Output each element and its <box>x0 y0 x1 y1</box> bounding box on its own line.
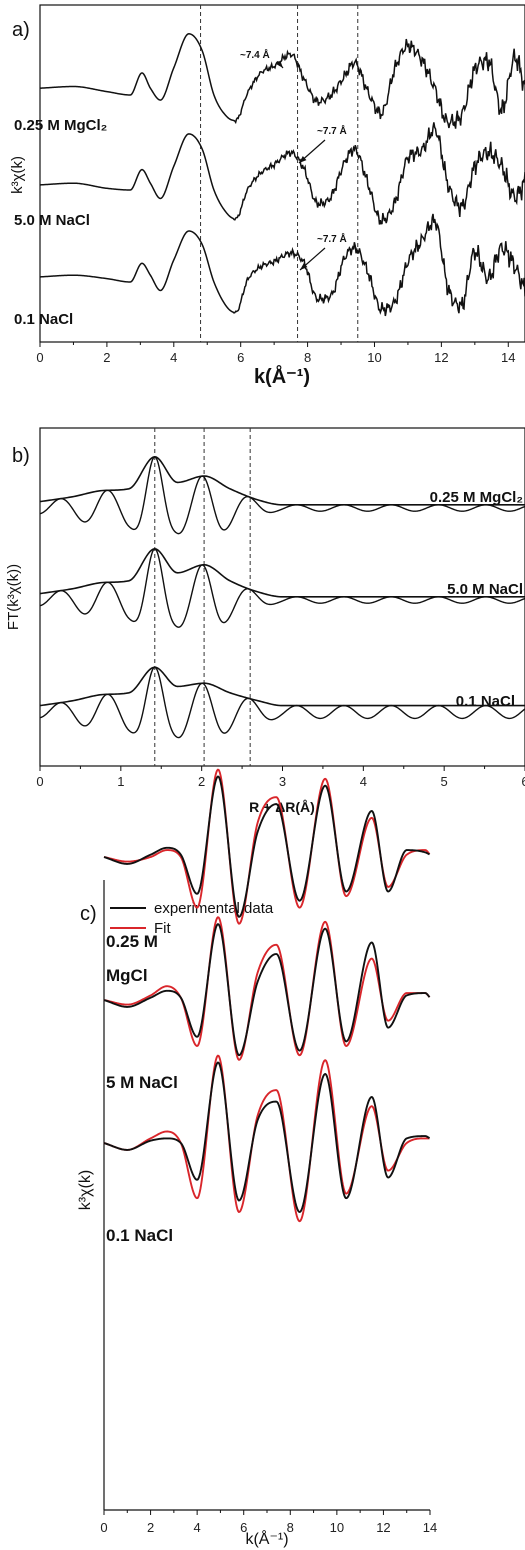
x-tick-label: 3 <box>279 774 286 789</box>
series-line <box>39 122 525 225</box>
x-tick-label: 6 <box>237 350 244 365</box>
series-label: 0.25 M MgCl₂ <box>430 489 523 506</box>
x-tick-label: 0 <box>36 350 43 365</box>
plot-frame <box>39 4 525 343</box>
x-tick-label: 2 <box>198 774 205 789</box>
x-tick-label: 0 <box>100 1520 107 1535</box>
x-tick-label: 8 <box>287 1520 294 1535</box>
x-tick-label: 10 <box>330 1520 344 1535</box>
legend-label: Fit <box>154 920 171 937</box>
y-axis-title: k³χ(k) <box>9 156 26 194</box>
series-label: 5.0 M NaCl <box>14 212 90 229</box>
x-tick-label: 4 <box>194 1520 201 1535</box>
x-axis-title: k(Å⁻¹) <box>245 1529 288 1548</box>
y-axis-title: k³χ(k) <box>77 1170 94 1210</box>
ft-magnitude-line <box>39 455 525 506</box>
ft-imaginary-line <box>39 456 525 535</box>
y-axis-title: FT(k³χ(k)) <box>5 564 22 630</box>
x-tick-label: 12 <box>434 350 448 365</box>
ft-magnitude-line <box>39 666 525 707</box>
series-label: 0.25 M <box>106 932 158 951</box>
x-tick-label: 14 <box>423 1520 437 1535</box>
x-tick-label: 6 <box>521 774 525 789</box>
x-tick-label: 1 <box>117 774 124 789</box>
annotation-label: ~7.4 Å <box>240 48 270 61</box>
series-label: 0.1 NaCl <box>106 1226 173 1245</box>
series-label: 0.1 NaCl <box>456 693 515 710</box>
x-tick-label: 4 <box>360 774 367 789</box>
fit-line <box>103 1054 430 1223</box>
experimental-line <box>103 1061 431 1214</box>
series-line <box>39 33 525 129</box>
panel-c-letter: c) <box>80 903 97 925</box>
ft-magnitude-line <box>39 547 525 598</box>
x-tick-label: 14 <box>501 350 515 365</box>
panel-a: 0 2 4 6 8 10 12 14 0.25 M MgCl₂ 5.0 M NaCl 0.1 NaC… <box>14 4 525 365</box>
annotation-label: ~7.7 Å <box>317 124 347 137</box>
fit-line <box>103 768 431 925</box>
series-label: 5 M NaCl <box>106 1073 178 1092</box>
series-label: 5.0 M NaCl <box>447 581 523 598</box>
x-tick-label: 2 <box>147 1520 154 1535</box>
x-tick-label: 8 <box>304 350 311 365</box>
arrow-head <box>299 155 307 163</box>
panel-b-letter: b) <box>12 445 30 467</box>
legend-label: experimental data <box>154 900 274 917</box>
panel-a-letter: a) <box>12 19 30 41</box>
ft-imaginary-line <box>39 548 525 628</box>
series-label: MgCl <box>106 966 148 985</box>
x-tick-label: 4 <box>170 350 177 365</box>
ft-imaginary-line <box>39 666 525 739</box>
experimental-line <box>103 775 430 918</box>
x-tick-label: 0 <box>36 774 43 789</box>
arrow-head <box>276 60 283 68</box>
series-label: 0.1 NaCl <box>14 311 73 328</box>
x-tick-label: 2 <box>103 350 110 365</box>
panel-b: 0 1 2 3 4 5 6 0.25 M MgCl₂ 5.0 M NaCl 0.1 NaCl <box>36 427 525 789</box>
fit-line <box>103 916 431 1061</box>
x-tick-label: 12 <box>376 1520 390 1535</box>
annotation-label: ~7.7 Å <box>317 232 347 245</box>
x-tick-label: 5 <box>441 774 448 789</box>
arrow-head <box>300 262 308 270</box>
series-line <box>39 213 525 317</box>
series-label: 0.25 M MgCl₂ <box>14 117 107 134</box>
x-tick-label: 6 <box>240 1520 247 1535</box>
x-tick-label: 10 <box>367 350 381 365</box>
x-axis-title: k(Å⁻¹) <box>254 364 310 388</box>
experimental-line <box>103 923 431 1057</box>
